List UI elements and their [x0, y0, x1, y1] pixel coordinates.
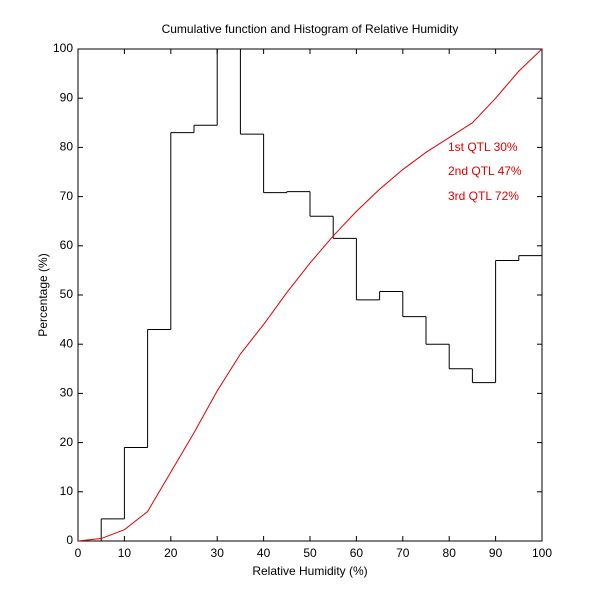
x-tick-label: 60 [350, 546, 364, 560]
x-tick-label: 30 [211, 546, 225, 560]
chart-title: Cumulative function and Histogram of Rel… [162, 22, 459, 36]
y-tick-label: 60 [60, 238, 74, 252]
x-tick-label: 0 [75, 546, 82, 560]
x-tick-label: 100 [532, 546, 552, 560]
x-tick-label: 90 [489, 546, 503, 560]
y-tick-label: 50 [60, 287, 74, 301]
x-tick-label: 70 [396, 546, 410, 560]
y-axis-label: Percentage (%) [36, 253, 50, 336]
x-tick-label: 40 [257, 546, 271, 560]
y-tick-label: 10 [60, 484, 74, 498]
x-tick-label: 50 [303, 546, 317, 560]
annotation: 1st QTL 30% [448, 140, 518, 154]
y-tick-label: 20 [60, 435, 74, 449]
y-tick-label: 40 [60, 336, 74, 350]
y-tick-label: 80 [60, 140, 74, 154]
cumulative-line [77, 48, 543, 542]
y-tick-label: 30 [60, 386, 74, 400]
y-tick-label: 90 [60, 90, 74, 104]
x-tick-label: 10 [118, 546, 132, 560]
x-tick-label: 20 [164, 546, 178, 560]
x-axis-label: Relative Humidity (%) [252, 564, 367, 578]
x-tick-label: 80 [443, 546, 457, 560]
y-tick-label: 70 [60, 189, 74, 203]
y-tick-label: 0 [66, 533, 73, 547]
annotation: 2nd QTL 47% [448, 164, 522, 178]
annotation: 3rd QTL 72% [448, 189, 519, 203]
y-tick-label: 100 [53, 41, 73, 55]
